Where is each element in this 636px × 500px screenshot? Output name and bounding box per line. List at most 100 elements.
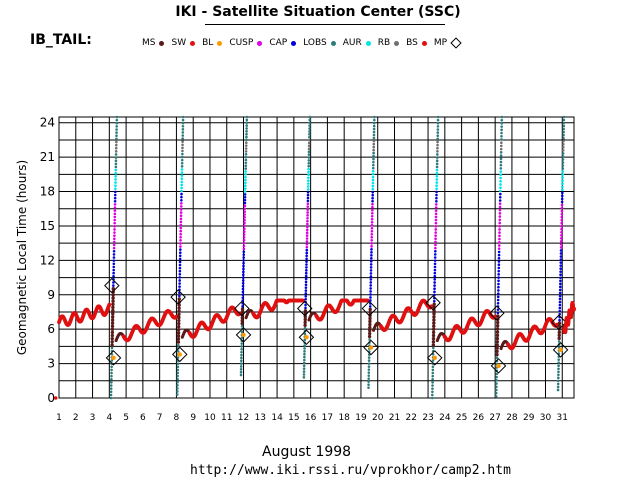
data-point xyxy=(305,257,308,261)
title-underline xyxy=(205,24,445,25)
data-point xyxy=(371,187,375,191)
data-point xyxy=(241,296,245,299)
data-point xyxy=(432,355,437,361)
data-point xyxy=(177,343,180,347)
data-point xyxy=(495,324,500,328)
data-point xyxy=(308,133,311,136)
data-point xyxy=(239,373,243,377)
data-point xyxy=(244,173,247,176)
data-point xyxy=(434,228,438,231)
data-point xyxy=(372,130,376,134)
data-point xyxy=(497,266,501,270)
legend-label: CUSP xyxy=(229,38,254,48)
data-point xyxy=(560,203,564,207)
data-point xyxy=(114,175,117,178)
data-point xyxy=(305,237,309,240)
x-tick-label: 4 xyxy=(106,413,112,423)
data-point xyxy=(113,228,116,231)
data-point xyxy=(433,253,437,256)
data-point xyxy=(499,144,503,148)
data-point xyxy=(431,381,434,384)
data-point xyxy=(306,182,310,185)
data-point xyxy=(558,300,562,304)
data-point xyxy=(305,260,308,263)
x-tick-label: 19 xyxy=(355,413,367,423)
data-point xyxy=(434,221,438,225)
data-point xyxy=(112,281,115,284)
data-point xyxy=(243,198,247,202)
data-point xyxy=(181,143,184,147)
data-point xyxy=(241,279,245,282)
data-point xyxy=(305,248,309,252)
data-point xyxy=(113,237,116,241)
y-axis-label: Geomagnetic Local Time (hours) xyxy=(15,160,29,355)
data-point xyxy=(434,215,438,219)
data-point xyxy=(557,324,562,328)
legend-label: MS xyxy=(142,38,156,48)
data-point xyxy=(307,141,311,145)
data-point xyxy=(109,393,113,397)
data-point xyxy=(372,142,376,146)
x-tick-label: 21 xyxy=(389,413,400,423)
data-point xyxy=(372,148,375,152)
data-point xyxy=(245,124,248,127)
data-point xyxy=(112,243,116,247)
legend-label: BL xyxy=(202,38,214,48)
data-point xyxy=(435,178,439,181)
data-point xyxy=(431,365,435,369)
data-point xyxy=(114,181,117,184)
x-tick-label: 5 xyxy=(123,413,129,423)
data-point xyxy=(558,347,563,353)
data-point xyxy=(369,266,373,269)
data-point xyxy=(498,205,502,209)
data-point xyxy=(243,213,246,216)
data-point xyxy=(243,204,247,208)
data-point xyxy=(561,146,565,149)
data-point xyxy=(180,155,184,159)
data-point xyxy=(308,118,312,122)
data-point xyxy=(306,219,309,223)
data-point xyxy=(110,333,115,338)
data-point xyxy=(109,390,113,394)
data-point xyxy=(561,173,564,176)
data-point xyxy=(303,350,306,353)
data-point xyxy=(371,196,374,200)
data-point xyxy=(177,352,182,357)
magnetopause-marker xyxy=(490,358,507,374)
data-point xyxy=(431,330,436,335)
data-point xyxy=(557,336,561,341)
data-point xyxy=(303,326,307,330)
y-tick-label: 3 xyxy=(47,357,55,371)
data-point xyxy=(308,127,311,130)
data-point xyxy=(304,289,308,292)
data-point xyxy=(498,218,502,222)
data-point xyxy=(557,330,562,335)
data-point xyxy=(496,314,500,318)
data-point xyxy=(306,216,309,220)
data-point xyxy=(179,214,183,217)
data-point xyxy=(111,296,115,300)
data-point xyxy=(435,175,439,178)
data-point xyxy=(241,287,245,291)
data-point xyxy=(435,184,438,187)
data-point xyxy=(497,289,500,292)
data-point xyxy=(110,327,115,332)
data-point xyxy=(178,272,182,276)
data-point xyxy=(112,259,116,262)
data-point xyxy=(433,262,437,266)
data-point xyxy=(306,222,309,226)
x-tick-label: 30 xyxy=(540,413,552,423)
data-point xyxy=(180,192,183,196)
data-point xyxy=(113,234,116,237)
data-point xyxy=(180,158,184,162)
data-point xyxy=(306,225,309,229)
data-point xyxy=(557,376,560,380)
data-point xyxy=(496,295,500,299)
data-point xyxy=(177,306,181,310)
data-point xyxy=(433,271,437,275)
data-point xyxy=(495,320,500,325)
data-point xyxy=(495,352,499,357)
data-point xyxy=(178,251,182,254)
data-point xyxy=(178,260,182,264)
data-point xyxy=(110,346,114,350)
